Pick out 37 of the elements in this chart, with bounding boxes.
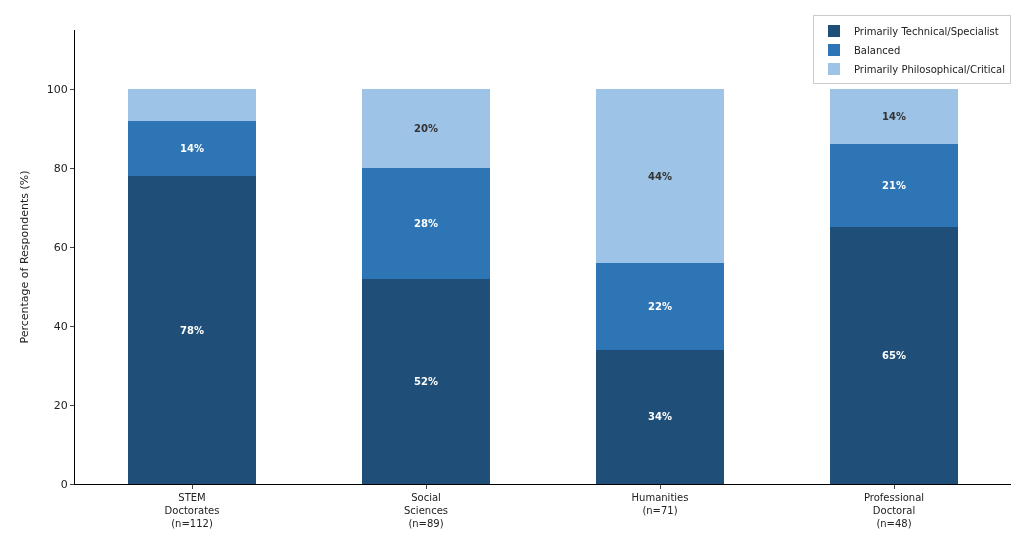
- bar: [127, 89, 257, 121]
- y-tick-label: 80: [53, 162, 68, 176]
- y-tick-label: 0: [60, 477, 68, 491]
- bar: [361, 168, 491, 279]
- data-label: 14%: [180, 142, 204, 154]
- y-axis-title: Percentage of Respondents (%): [18, 170, 32, 344]
- bar: [595, 349, 725, 484]
- y-tick-label: 60: [53, 240, 68, 254]
- legend-label: Primarily Technical/Specialist: [854, 25, 999, 37]
- x-tick-label: STEM Doctorates (n=112): [164, 492, 220, 529]
- y-tick-label: 40: [53, 319, 68, 333]
- y-tick-label: 100: [46, 83, 68, 97]
- bar: [829, 227, 959, 484]
- data-label: 52%: [414, 375, 438, 387]
- bar: [127, 120, 257, 177]
- legend-label: Primarily Philosophical/Critical: [854, 63, 1005, 75]
- bar: [361, 89, 491, 169]
- x-tick-label: Social Sciences (n=89): [404, 492, 448, 529]
- bar: [361, 278, 491, 484]
- bar: [595, 262, 725, 350]
- y-tick-label: 20: [53, 398, 68, 412]
- bar: [127, 176, 257, 484]
- bar: [829, 144, 959, 228]
- data-label: 44%: [648, 170, 672, 182]
- data-label: 28%: [414, 217, 438, 229]
- legend-label: Balanced: [854, 44, 901, 56]
- x-tick-label: Professional Doctoral (n=48): [863, 492, 925, 529]
- data-label: 78%: [180, 324, 204, 336]
- bar: [595, 89, 725, 263]
- data-label: 65%: [882, 350, 906, 362]
- data-label: 22%: [648, 300, 672, 312]
- bar: [829, 89, 959, 145]
- data-label: 34%: [648, 411, 672, 423]
- data-label: 20%: [414, 123, 438, 135]
- data-label: 21%: [882, 180, 906, 192]
- x-tick-label: Humanities (n=71): [631, 492, 689, 516]
- data-label: 14%: [882, 111, 906, 123]
